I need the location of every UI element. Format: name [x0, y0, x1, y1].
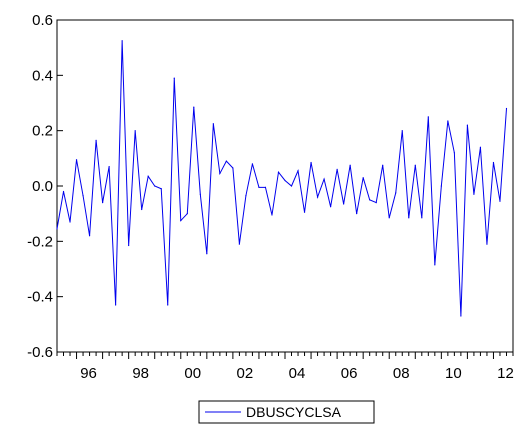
series-line-dbuscyclsa	[56, 40, 507, 317]
legend: DBUSCYCLSA	[198, 400, 375, 424]
data-point	[212, 123, 214, 125]
data-point	[167, 304, 169, 306]
data-point	[408, 217, 410, 219]
data-point	[56, 228, 58, 230]
data-point	[102, 202, 104, 204]
data-point	[141, 208, 143, 211]
data-point	[316, 196, 319, 198]
y-tick-label: -0.2	[27, 233, 53, 250]
data-point	[95, 139, 97, 141]
data-point	[460, 315, 462, 317]
data-point	[447, 120, 449, 122]
data-point	[492, 161, 495, 164]
data-point	[336, 168, 338, 170]
data-point	[160, 188, 162, 190]
data-point	[356, 213, 358, 215]
data-point	[375, 202, 377, 204]
data-point	[343, 203, 345, 205]
data-point	[225, 160, 227, 162]
data-points	[56, 40, 508, 317]
data-point	[251, 163, 254, 165]
x-tick-label: 10	[445, 365, 462, 382]
data-point	[206, 253, 208, 255]
y-tick-label: -0.6	[27, 344, 53, 361]
data-point	[62, 190, 65, 193]
data-point	[323, 178, 325, 180]
data-point	[193, 106, 195, 108]
data-point	[427, 116, 429, 118]
y-tick-label: 0.0	[32, 178, 53, 195]
x-tick-label: 06	[341, 365, 358, 382]
data-point	[232, 167, 234, 169]
data-point	[121, 40, 123, 42]
plot-frame	[56, 19, 514, 353]
y-axis: -0.6 -0.4 -0.2 0.0 0.2 0.4 0.6	[27, 12, 63, 361]
data-point	[290, 185, 293, 187]
data-point	[75, 159, 78, 161]
y-tick-label: 0.4	[32, 67, 53, 84]
data-point	[277, 171, 280, 173]
data-point	[473, 193, 475, 195]
data-point	[108, 166, 110, 168]
data-point	[186, 213, 188, 215]
x-tick-label: 02	[237, 365, 254, 382]
data-point	[401, 130, 403, 132]
data-point	[173, 77, 175, 79]
x-tick-label: 98	[132, 365, 149, 382]
data-point	[382, 164, 384, 166]
data-point	[69, 221, 71, 223]
data-point	[245, 195, 247, 197]
legend-label: DBUSCYCLSA	[246, 404, 342, 420]
data-point	[362, 177, 364, 179]
data-point	[369, 199, 371, 201]
data-point	[115, 304, 117, 306]
x-tick-label: 08	[393, 365, 410, 382]
legend-box	[198, 400, 375, 424]
data-point	[147, 175, 149, 177]
data-point	[82, 195, 84, 197]
data-point	[284, 179, 286, 182]
data-point	[310, 161, 312, 164]
data-point	[180, 219, 182, 222]
data-point	[134, 130, 136, 132]
y-tick-label: 0.2	[32, 123, 53, 140]
data-point	[264, 186, 267, 188]
data-point	[349, 164, 351, 166]
y-tick-label: -0.4	[27, 289, 53, 306]
data-point	[154, 185, 156, 187]
data-point	[486, 243, 488, 245]
x-tick-label: 12	[497, 365, 514, 382]
data-point	[199, 193, 201, 195]
data-point	[388, 217, 390, 219]
data-point	[238, 243, 240, 245]
data-point	[434, 264, 436, 266]
data-point	[505, 107, 508, 110]
data-point	[421, 217, 423, 219]
data-point	[330, 206, 332, 208]
data-point	[414, 164, 416, 166]
data-point	[219, 172, 221, 175]
data-point	[258, 186, 260, 188]
data-point	[88, 235, 91, 237]
data-point	[303, 211, 306, 213]
data-point	[128, 244, 130, 247]
x-tick-label: 96	[80, 365, 97, 382]
data-point	[466, 124, 468, 126]
data-point	[440, 185, 442, 187]
data-point	[499, 200, 501, 202]
data-point	[479, 146, 482, 148]
data-point	[395, 192, 397, 194]
x-axis: 96 98 00 02 04 06 08 10 12	[56, 352, 514, 382]
data-point	[297, 170, 299, 172]
x-tick-label: 04	[289, 365, 306, 382]
data-point	[453, 152, 455, 154]
data-point	[271, 214, 273, 216]
x-tick-label: 00	[184, 365, 201, 382]
y-tick-label: 0.6	[32, 12, 53, 29]
